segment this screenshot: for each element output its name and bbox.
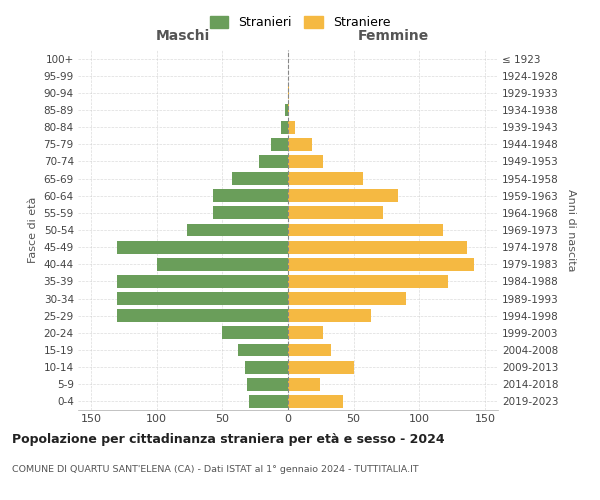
Bar — [118, 292, 288, 305]
Y-axis label: Fasce di età: Fasce di età — [28, 197, 38, 263]
Y-axis label: Anni di nascita: Anni di nascita — [566, 188, 575, 271]
Bar — [118, 310, 288, 322]
Bar — [118, 275, 288, 288]
Bar — [187, 224, 288, 236]
Bar — [288, 240, 467, 254]
Bar — [288, 292, 406, 305]
Bar — [288, 86, 289, 100]
Bar — [288, 258, 475, 270]
Bar — [288, 378, 320, 390]
Bar — [271, 138, 288, 150]
Bar — [223, 326, 288, 340]
Bar — [288, 104, 289, 117]
Bar — [247, 378, 288, 390]
Text: Femmine: Femmine — [358, 29, 428, 43]
Text: COMUNE DI QUARTU SANT'ELENA (CA) - Dati ISTAT al 1° gennaio 2024 - TUTTITALIA.IT: COMUNE DI QUARTU SANT'ELENA (CA) - Dati … — [12, 466, 419, 474]
Bar — [288, 275, 448, 288]
Bar — [286, 104, 288, 117]
Bar — [288, 172, 363, 185]
Bar — [288, 360, 353, 374]
Bar — [288, 344, 331, 356]
Bar — [288, 138, 311, 150]
Bar — [248, 395, 288, 408]
Bar — [288, 310, 371, 322]
Legend: Stranieri, Straniere: Stranieri, Straniere — [205, 11, 395, 34]
Bar — [288, 395, 343, 408]
Bar — [213, 206, 288, 220]
Bar — [288, 155, 323, 168]
Bar — [157, 258, 288, 270]
Bar — [118, 240, 288, 254]
Bar — [288, 120, 295, 134]
Bar — [281, 120, 288, 134]
Bar — [288, 224, 443, 236]
Bar — [259, 155, 288, 168]
Bar — [288, 326, 323, 340]
Bar — [288, 190, 398, 202]
Text: Popolazione per cittadinanza straniera per età e sesso - 2024: Popolazione per cittadinanza straniera p… — [12, 432, 445, 446]
Bar — [213, 190, 288, 202]
Bar — [238, 344, 288, 356]
Bar — [288, 206, 383, 220]
Text: Maschi: Maschi — [156, 29, 210, 43]
Bar — [232, 172, 288, 185]
Bar — [245, 360, 288, 374]
